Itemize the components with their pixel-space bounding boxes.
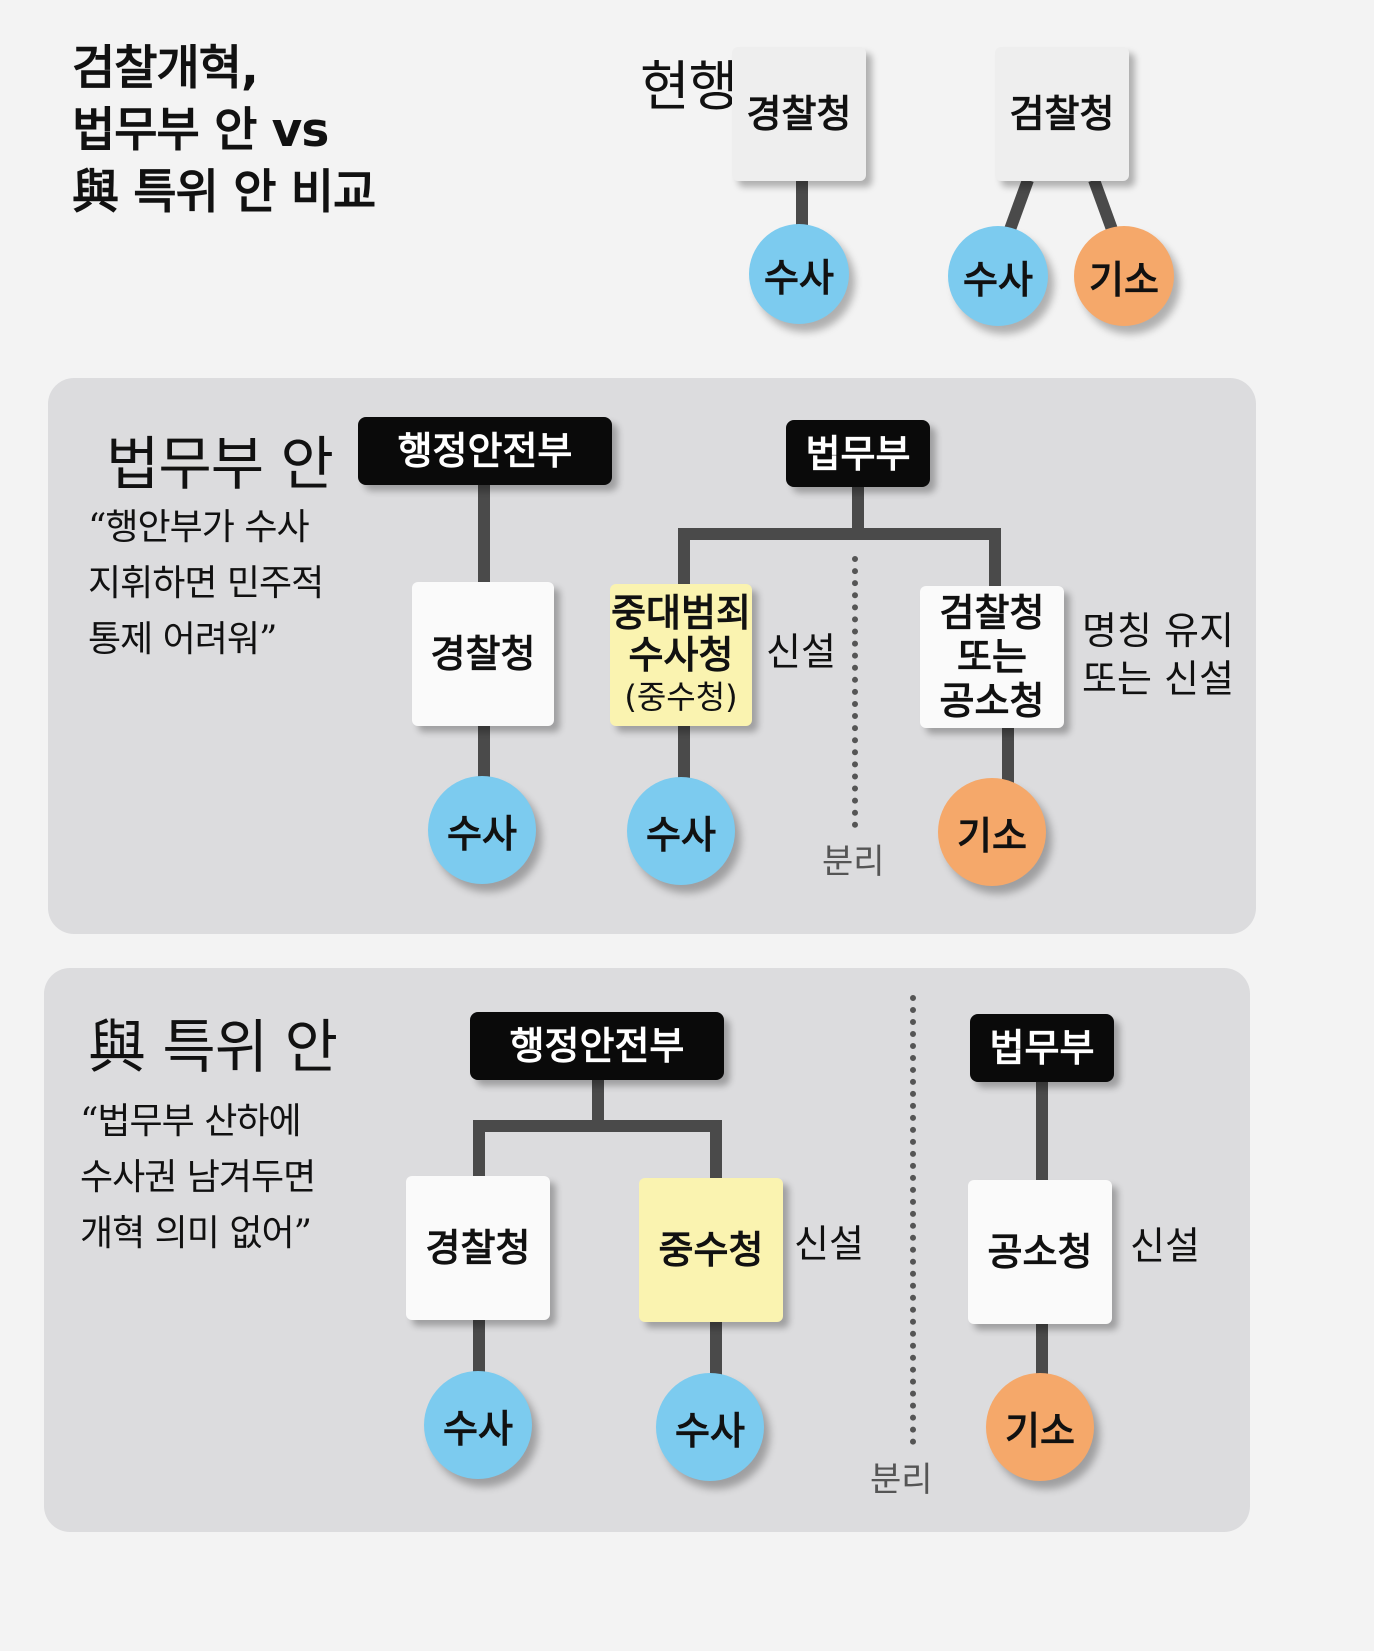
connector (1036, 1080, 1048, 1182)
party-police-investigate: 수사 (424, 1371, 532, 1479)
ministry-prosecute: 기소 (938, 778, 1046, 886)
party-separation-label: 분리 (870, 1460, 933, 1500)
serious-crime-name-line2: 수사청 (628, 633, 734, 677)
serious-crime-abbr: (중수청) (624, 678, 738, 716)
current-police-box: 경찰청 (732, 47, 866, 181)
serious-crime-name-line1: 중대범죄 (611, 591, 751, 635)
party-new-label-1: 신설 (794, 1222, 864, 1266)
ministry-prosecution-note: 명칭 유지 또는 신설 (1082, 609, 1234, 701)
current-system-label: 현행 (640, 55, 738, 118)
party-prosecution-box: 공소청 (968, 1180, 1112, 1324)
connector (478, 724, 490, 779)
party-plan-title: 與 특위 안 (88, 1013, 338, 1081)
connector (1036, 1322, 1048, 1378)
current-prosecution-investigate: 수사 (948, 226, 1048, 326)
connector (710, 1120, 722, 1180)
connector (478, 484, 490, 584)
party-serious-crime-investigate: 수사 (656, 1373, 764, 1481)
ministry-serious-crime-box: 중대범죄 수사청 (중수청) (610, 584, 752, 726)
connector (678, 724, 690, 780)
party-mois-box: 행정안전부 (470, 1012, 724, 1080)
prosecution-name-line1: 검찰청 (939, 591, 1045, 635)
ministry-moj-box: 법무부 (786, 420, 930, 487)
connector (852, 486, 864, 528)
connector (710, 1320, 722, 1376)
connector (678, 528, 1001, 540)
connector (473, 1120, 722, 1132)
connector (989, 528, 1001, 588)
separation-line (852, 556, 858, 828)
ministry-mois-box: 행정안전부 (358, 417, 612, 485)
connector (1002, 728, 1014, 783)
ministry-police-box: 경찰청 (412, 582, 554, 726)
prosecution-name-line2: 또는 (957, 635, 1027, 679)
ministry-separation-label: 분리 (822, 842, 885, 882)
ministry-police-investigate: 수사 (428, 776, 536, 884)
connector (796, 180, 808, 230)
page-title: 검찰개혁, 법무부 안 vs 與 특위 안 비교 (72, 41, 376, 220)
ministry-new-label: 신설 (766, 630, 836, 674)
ministry-plan-quote: “행안부가 수사 지휘하면 민주적 통제 어려워” (88, 507, 324, 660)
connector (678, 528, 690, 586)
current-prosecution-prosecute: 기소 (1074, 226, 1174, 326)
ministry-prosecution-box: 검찰청 또는 공소청 (920, 586, 1064, 728)
party-prosecute: 기소 (986, 1373, 1094, 1481)
party-new-label-2: 신설 (1130, 1224, 1200, 1268)
connector (473, 1318, 485, 1374)
party-serious-crime-box: 중수청 (639, 1178, 783, 1322)
current-prosecution-box: 검찰청 (995, 47, 1129, 181)
separation-line (910, 995, 916, 1445)
current-police-investigate: 수사 (749, 224, 849, 324)
party-police-box: 경찰청 (406, 1176, 550, 1320)
ministry-serious-crime-investigate: 수사 (627, 777, 735, 885)
connector (592, 1078, 604, 1122)
party-plan-quote: “법무부 산하에 수사권 남겨두면 개혁 의미 없어” (80, 1101, 316, 1254)
ministry-plan-title: 법무부 안 (106, 430, 334, 498)
party-moj-box: 법무부 (970, 1014, 1114, 1082)
connector (473, 1120, 485, 1180)
prosecution-name-line3: 공소청 (939, 679, 1045, 723)
